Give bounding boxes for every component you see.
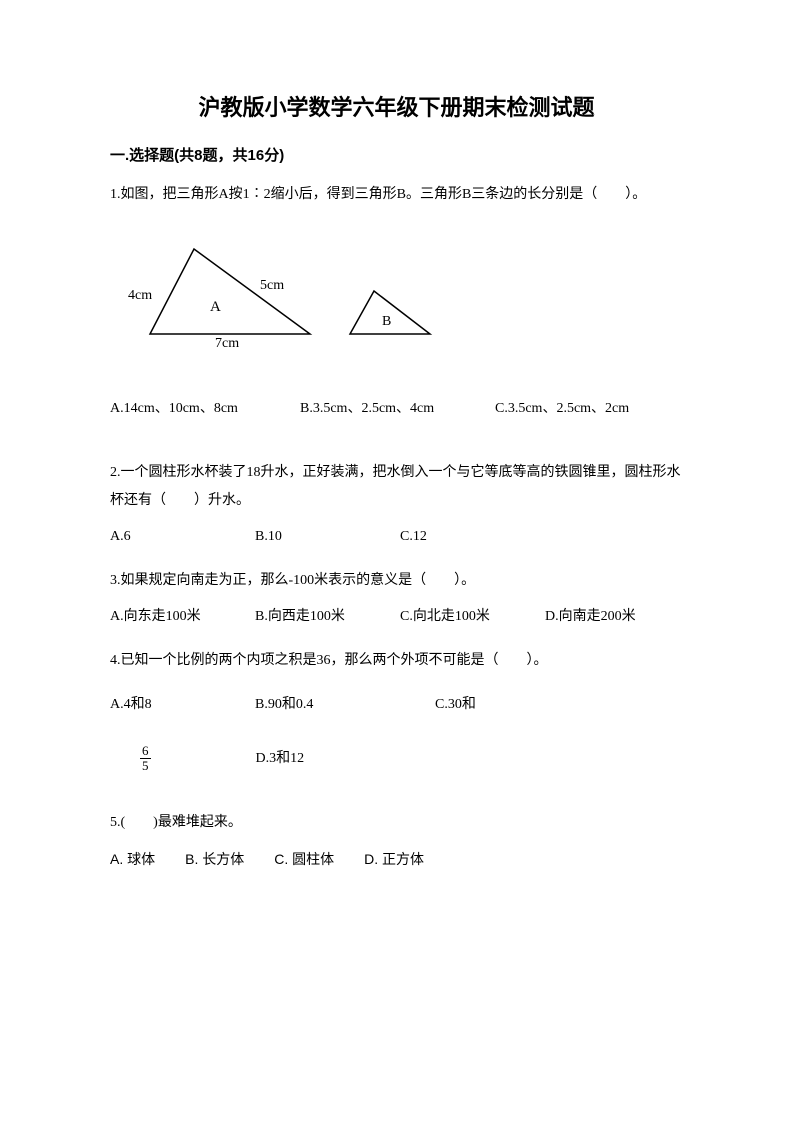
q4-opt-c: C.30和 [435, 691, 476, 719]
label-7cm: 7cm [215, 336, 239, 349]
q2-opt-b: B.10 [255, 523, 400, 551]
q4-opt-a: A.4和8 [110, 691, 255, 719]
fraction-numerator: 6 [140, 744, 151, 759]
q3-options: A.向东走100米 B.向西走100米 C.向北走100米 D.向南走200米 [110, 603, 683, 631]
q3-opt-a: A.向东走100米 [110, 603, 255, 631]
document-title: 沪教版小学数学六年级下册期末检测试题 [110, 90, 683, 122]
section-header: 一.选择题(共8题，共16分) [110, 144, 683, 165]
fraction-denominator: 5 [140, 759, 151, 773]
q1-options: A.14cm、10cm、8cm B.3.5cm、2.5cm、4cm C.3.5c… [110, 395, 683, 423]
question-4: 4.已知一个比例的两个内项之积是36，那么两个外项不可能是（ ）。 A.4和8 … [110, 647, 683, 774]
question-1: 1.如图，把三角形A按1∶2缩小后，得到三角形B。三角形B三条边的长分别是（ ）… [110, 181, 683, 423]
q4-opt-b: B.90和0.4 [255, 691, 435, 719]
q2-text: 2.一个圆柱形水杯装了18升水，正好装满，把水倒入一个与它等底等高的铁圆锥里，圆… [110, 459, 683, 515]
question-3: 3.如果规定向南走为正，那么-100米表示的意义是（ ）。 A.向东走100米 … [110, 567, 683, 631]
q4-options-row2: 6 5 D.3和12 [110, 744, 683, 774]
question-2: 2.一个圆柱形水杯装了18升水，正好装满，把水倒入一个与它等底等高的铁圆锥里，圆… [110, 459, 683, 551]
triangle-diagram: 4cm 5cm 7cm A B [120, 239, 460, 349]
q4-options-row1: A.4和8 B.90和0.4 C.30和 [110, 691, 683, 719]
q5-opt-c: C. 圆柱体 [274, 845, 334, 873]
q3-opt-c: C.向北走100米 [400, 603, 545, 631]
q1-figure: 4cm 5cm 7cm A B [120, 239, 683, 360]
q2-opt-a: A.6 [110, 523, 255, 551]
label-b: B [382, 314, 391, 329]
q2-opt-c: C.12 [400, 523, 427, 551]
q4-opt-d: D.3和12 [256, 745, 305, 773]
q1-opt-a: A.14cm、10cm、8cm [110, 395, 300, 423]
label-5cm: 5cm [260, 278, 284, 293]
q1-opt-b: B.3.5cm、2.5cm、4cm [300, 395, 495, 423]
q4-text: 4.已知一个比例的两个内项之积是36，那么两个外项不可能是（ ）。 [110, 647, 683, 675]
label-4cm: 4cm [128, 288, 152, 303]
q3-opt-d: D.向南走200米 [545, 603, 636, 631]
q2-options: A.6 B.10 C.12 [110, 523, 683, 551]
q3-text: 3.如果规定向南走为正，那么-100米表示的意义是（ ）。 [110, 567, 683, 595]
label-a: A [210, 299, 221, 315]
q5-text: 5.( )最难堆起来。 [110, 809, 683, 837]
q3-opt-b: B.向西走100米 [255, 603, 400, 631]
q1-opt-c: C.3.5cm、2.5cm、2cm [495, 395, 629, 423]
q5-opt-a: A. 球体 [110, 845, 155, 873]
q1-text: 1.如图，把三角形A按1∶2缩小后，得到三角形B。三角形B三条边的长分别是（ ）… [110, 181, 683, 209]
q5-opt-b: B. 长方体 [185, 845, 244, 873]
triangle-a [150, 249, 310, 334]
fraction-6-5: 6 5 [140, 744, 151, 774]
q5-options: A. 球体 B. 长方体 C. 圆柱体 D. 正方体 [110, 845, 683, 873]
q5-opt-d: D. 正方体 [364, 845, 424, 873]
question-5: 5.( )最难堆起来。 A. 球体 B. 长方体 C. 圆柱体 D. 正方体 [110, 809, 683, 873]
